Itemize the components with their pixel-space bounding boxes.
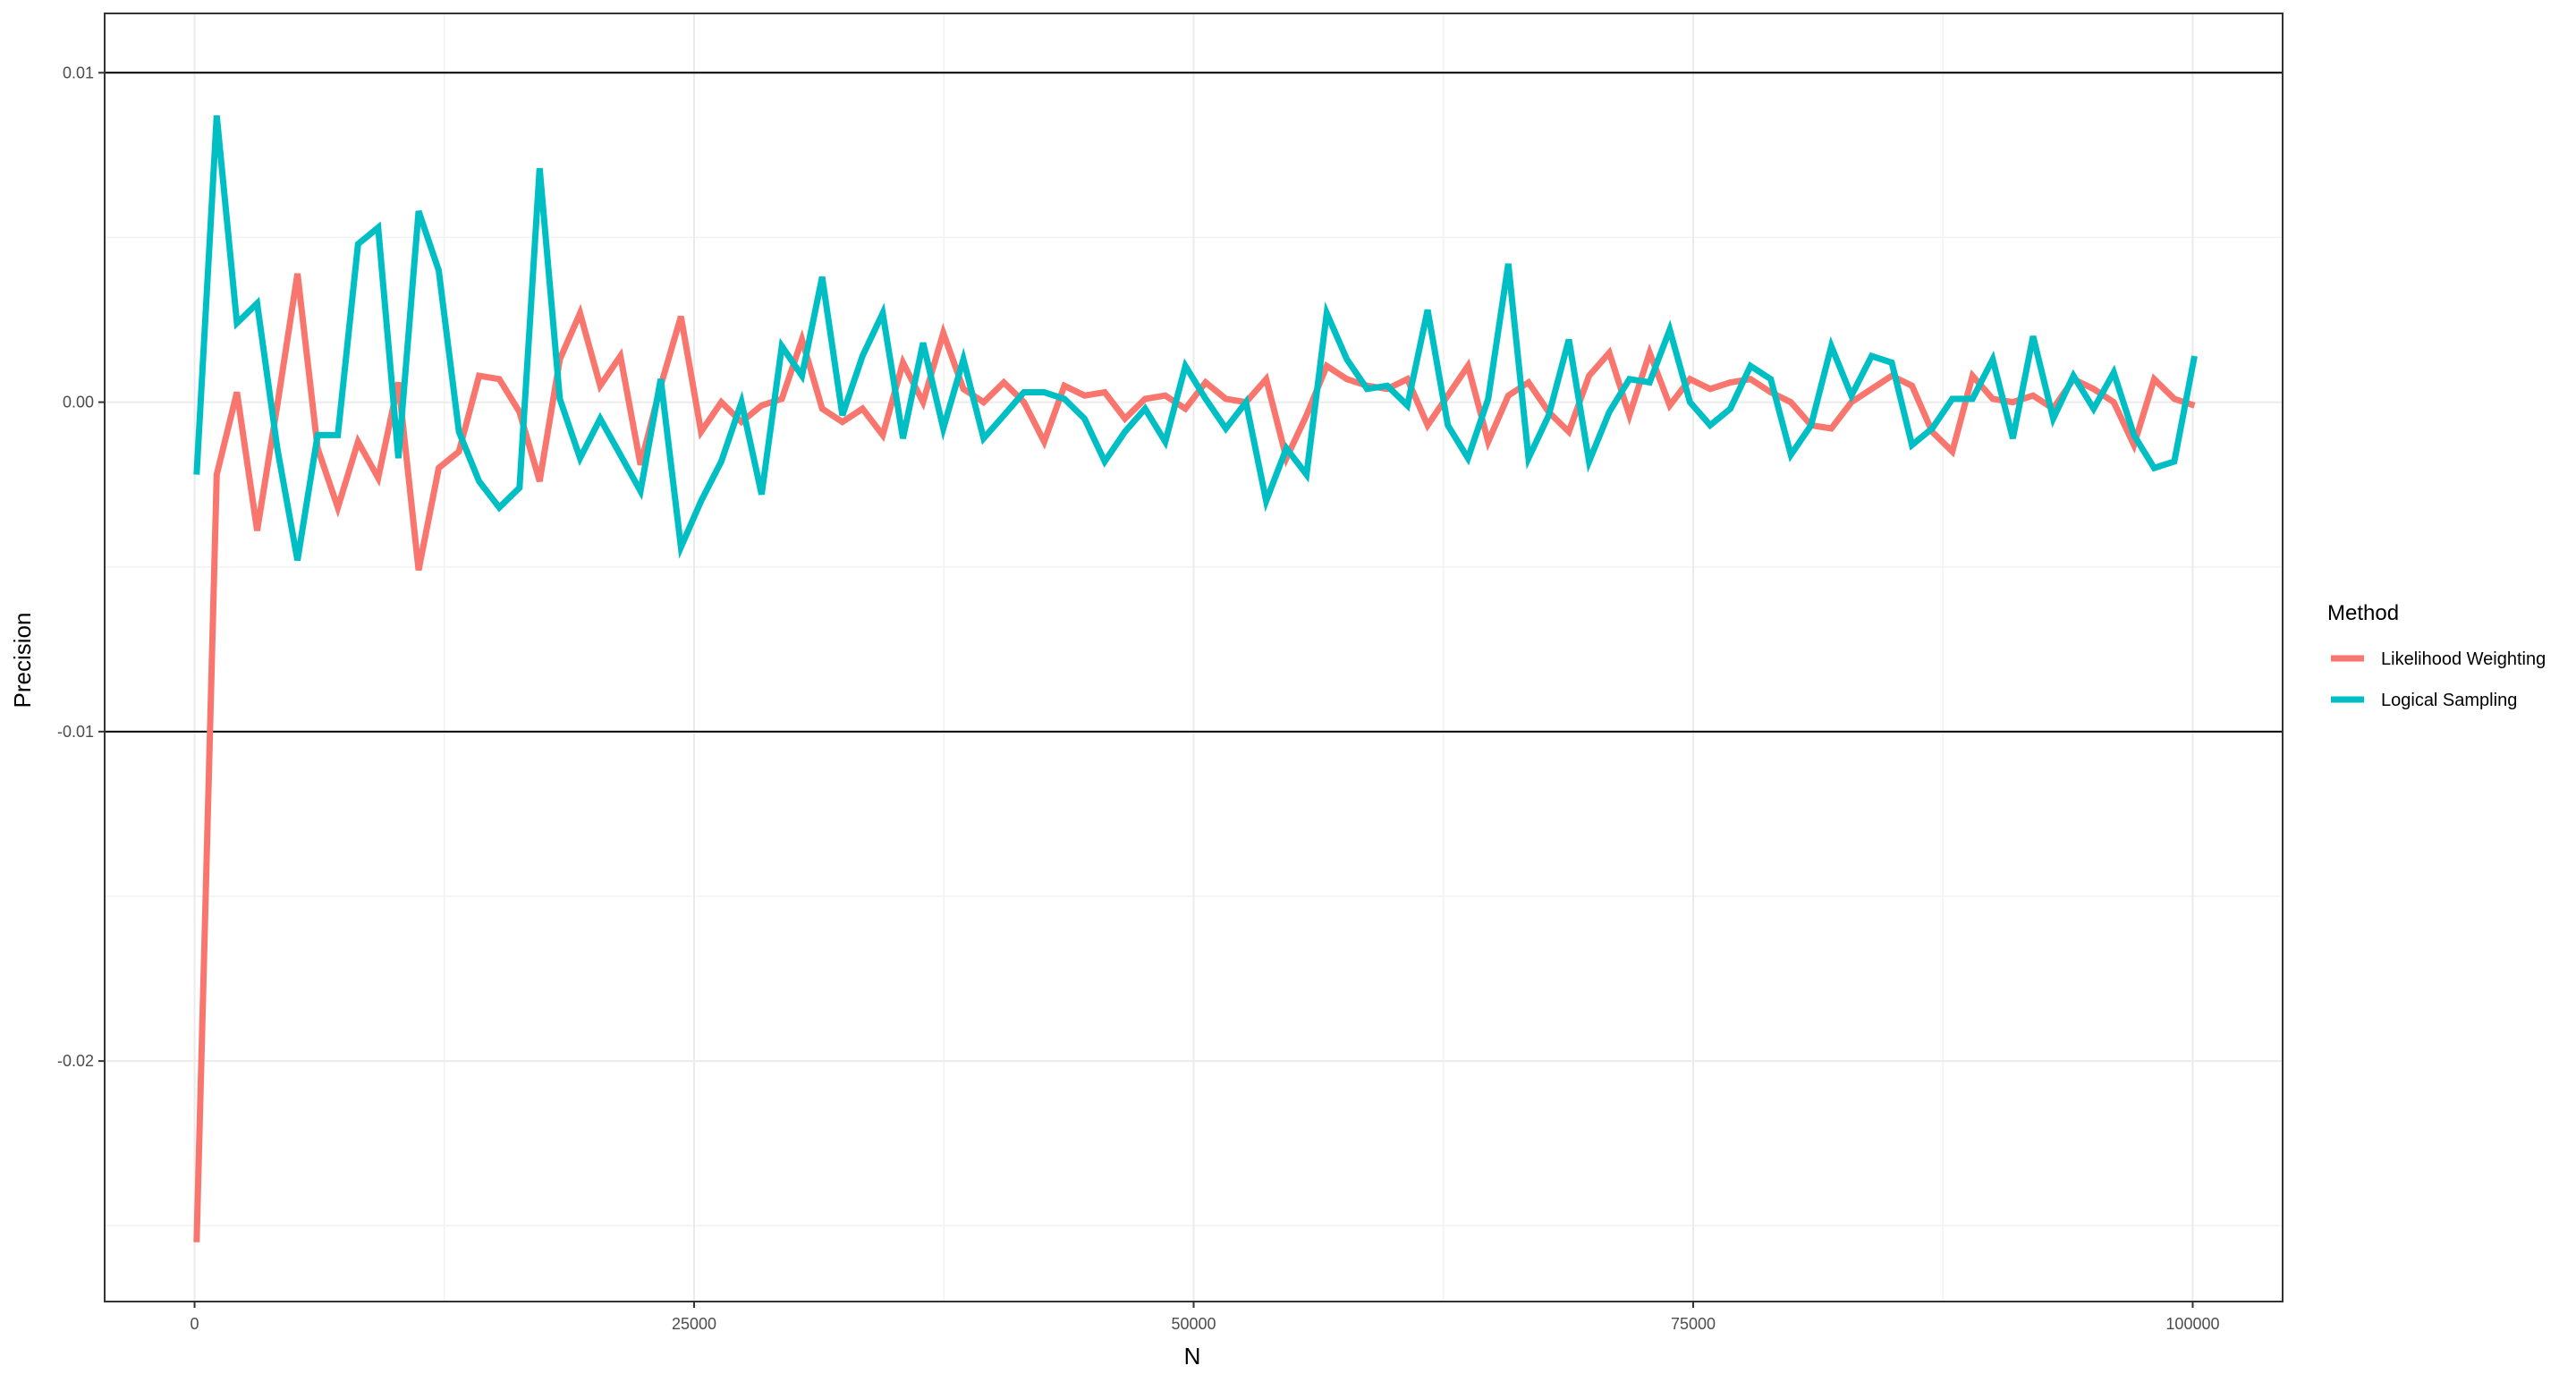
legend-label-logical-sampling: Logical Sampling: [2381, 691, 2517, 710]
y-tick-label: 0.01: [63, 64, 94, 81]
y-tick-label: -0.01: [57, 723, 94, 741]
x-tick-label: 25000: [672, 1315, 716, 1333]
y-tick-label: 0.00: [63, 394, 94, 411]
x-axis: 0 25000 50000 75000 100000: [191, 1302, 2220, 1333]
reference-lines: [105, 72, 2283, 733]
y-axis-title: Precision: [9, 613, 36, 708]
y-axis: 0.01 0.00 -0.01 -0.02: [57, 64, 105, 1070]
series-line-likelihood-weighting: [193, 273, 2196, 1243]
x-axis-title: N: [1184, 1343, 1201, 1370]
x-tick-label: 50000: [1171, 1315, 1216, 1333]
y-tick-label: -0.02: [57, 1052, 94, 1070]
legend-title: Method: [2327, 601, 2399, 625]
legend-label-likelihood-weighting: Likelihood Weighting: [2381, 649, 2546, 669]
series-line-logical-sampling: [193, 114, 2198, 562]
x-tick-label: 0: [191, 1315, 199, 1333]
x-tick-label: 100000: [2165, 1315, 2219, 1333]
series-layer: [193, 114, 2198, 1243]
x-tick-label: 75000: [1671, 1315, 1716, 1333]
legend: Method Likelihood Weighting Logical Samp…: [2327, 601, 2546, 710]
